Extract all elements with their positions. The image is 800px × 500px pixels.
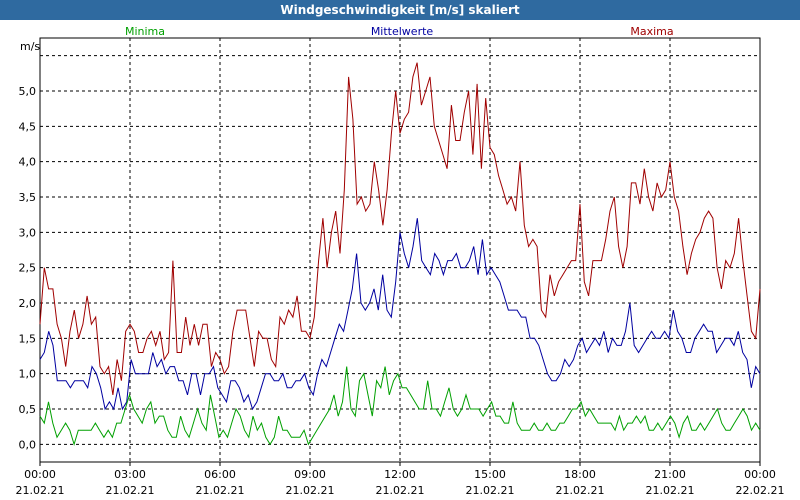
y-tick-label: 1,0 xyxy=(19,368,37,381)
y-axis-label: m/s xyxy=(20,40,40,53)
x-tick-date: 21.02.21 xyxy=(16,484,65,497)
x-tick-date: 21.02.21 xyxy=(556,484,605,497)
x-tick-date: 21.02.21 xyxy=(646,484,695,497)
x-tick-time: 18:00 xyxy=(564,468,596,481)
y-tick-label: 5,0 xyxy=(19,85,37,98)
x-tick-time: 00:00 xyxy=(24,468,56,481)
y-tick-label: 3,0 xyxy=(19,226,37,239)
y-tick-label: 0,5 xyxy=(19,403,37,416)
x-tick-time: 12:00 xyxy=(384,468,416,481)
window-title: Windgeschwindigkeit [m/s] skaliert xyxy=(0,0,800,20)
y-tick-label: 4,0 xyxy=(19,156,37,169)
x-tick-time: 21:00 xyxy=(654,468,686,481)
y-tick-label: 1,5 xyxy=(19,332,37,345)
x-tick-time: 15:00 xyxy=(474,468,506,481)
y-tick-label: 2,0 xyxy=(19,297,37,310)
y-tick-label: 3,5 xyxy=(19,191,37,204)
y-tick-label: 2,5 xyxy=(19,262,37,275)
legend-minima: Minima xyxy=(125,25,165,38)
y-tick-label: 0,0 xyxy=(19,438,37,451)
x-tick-date: 21.02.21 xyxy=(376,484,425,497)
x-tick-time: 06:00 xyxy=(204,468,236,481)
x-tick-time: 00:00 xyxy=(744,468,776,481)
legend-maxima: Maxima xyxy=(630,25,673,38)
x-tick-date: 21.02.21 xyxy=(286,484,335,497)
x-tick-date: 21.02.21 xyxy=(196,484,245,497)
y-tick-label: 4,5 xyxy=(19,120,37,133)
x-tick-time: 09:00 xyxy=(294,468,326,481)
series-line-maxima xyxy=(39,62,761,395)
legend-mittelwerte: Mittelwerte xyxy=(371,25,434,38)
x-tick-date: 22.02.21 xyxy=(736,484,785,497)
series-line-mittelwerte xyxy=(39,218,761,411)
x-tick-date: 21.02.21 xyxy=(466,484,515,497)
series-line-minima xyxy=(39,366,761,447)
x-tick-date: 21.02.21 xyxy=(106,484,155,497)
x-tick-time: 03:00 xyxy=(114,468,146,481)
